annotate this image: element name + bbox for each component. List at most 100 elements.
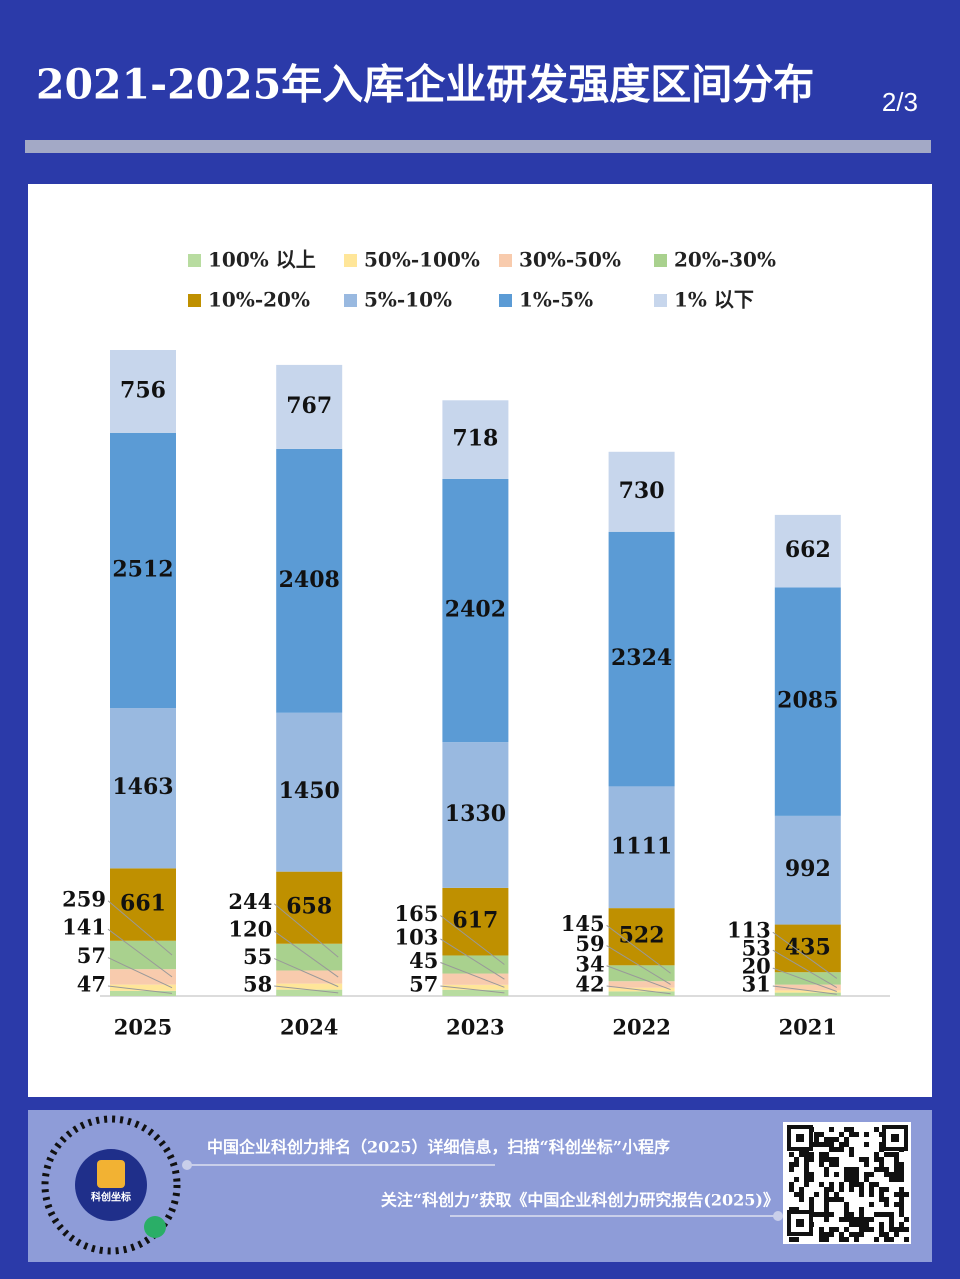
legend-swatch — [344, 254, 357, 267]
qr-cell — [839, 1187, 844, 1192]
data-label: 259 — [62, 886, 106, 911]
qr-cell — [799, 1152, 804, 1157]
qr-cell — [889, 1237, 894, 1242]
legend-swatch — [499, 294, 512, 307]
qr-cell — [889, 1212, 894, 1217]
data-label: 2085 — [777, 688, 838, 714]
qr-cell — [879, 1232, 884, 1237]
qr-cell — [814, 1142, 819, 1147]
qr-cell — [894, 1232, 899, 1237]
qr-cell — [899, 1172, 904, 1177]
qr-cell — [809, 1207, 814, 1212]
bar-segment — [276, 712, 343, 872]
qr-cell — [809, 1152, 814, 1157]
qr-cell — [879, 1142, 884, 1147]
data-label: 1111 — [611, 833, 672, 859]
qr-cell — [904, 1217, 909, 1222]
qr-cell — [849, 1152, 854, 1157]
qr-cell — [874, 1167, 879, 1172]
qr-finder — [796, 1219, 804, 1227]
qr-cell — [789, 1162, 794, 1167]
qr-cell — [789, 1187, 794, 1192]
qr-cell — [899, 1197, 904, 1202]
bar-segment — [276, 448, 343, 713]
data-label: 756 — [120, 377, 166, 403]
qr-cell — [854, 1132, 859, 1137]
qr-cell — [839, 1237, 844, 1242]
qr-cell — [864, 1172, 869, 1177]
qr-cell — [794, 1162, 799, 1167]
qr-cell — [844, 1202, 849, 1207]
data-label: 57 — [77, 943, 106, 968]
qr-cell — [894, 1152, 899, 1157]
data-label: 767 — [286, 393, 332, 419]
qr-cell — [794, 1177, 799, 1182]
qr-cell — [814, 1192, 819, 1197]
qr-cell — [884, 1202, 889, 1207]
qr-cell — [889, 1172, 894, 1177]
bar-segment — [608, 981, 675, 988]
bar-segment — [110, 984, 176, 991]
qr-cell — [859, 1222, 864, 1227]
qr-cell — [829, 1147, 834, 1152]
bar-segment — [774, 587, 841, 816]
leader-line — [606, 965, 671, 991]
qr-cell — [819, 1157, 824, 1162]
qr-cell — [829, 1197, 834, 1202]
qr-cell — [879, 1157, 884, 1162]
qr-cell — [884, 1237, 889, 1242]
qr-cell — [809, 1172, 814, 1177]
data-label: 992 — [785, 856, 831, 882]
qr-cell — [854, 1232, 859, 1237]
qr-cell — [874, 1182, 879, 1187]
qr-cell — [899, 1162, 904, 1167]
qr-cell — [789, 1167, 794, 1172]
qr-cell — [824, 1212, 829, 1217]
qr-cell — [834, 1162, 839, 1167]
bar-segment — [442, 973, 509, 985]
qr-cell — [869, 1172, 874, 1177]
bar-segment — [608, 531, 675, 787]
data-label: 658 — [286, 894, 332, 920]
bar-segment — [276, 943, 343, 971]
footer-dot — [773, 1211, 783, 1221]
qr-cell — [904, 1192, 909, 1197]
qr-cell — [859, 1157, 864, 1162]
qr-cell — [799, 1197, 804, 1202]
bar-segment — [774, 990, 841, 993]
data-label: 58 — [243, 972, 272, 997]
qr-cell — [809, 1197, 814, 1202]
leader-line — [440, 985, 505, 994]
qr-cell — [814, 1137, 819, 1142]
leader-line — [107, 985, 173, 994]
qr-cell — [894, 1192, 899, 1197]
qr-cell — [879, 1222, 884, 1227]
qr-cell — [864, 1227, 869, 1232]
qr-cell — [829, 1232, 834, 1237]
qr-cell — [859, 1212, 864, 1217]
qr-cell — [829, 1157, 834, 1162]
bar-segment — [442, 887, 509, 956]
bar-segment — [110, 432, 176, 709]
qr-cell — [869, 1187, 874, 1192]
qr-cell — [859, 1192, 864, 1197]
data-label: 718 — [452, 426, 498, 452]
qr-cell — [874, 1212, 879, 1217]
qr-cell — [814, 1132, 819, 1137]
qr-cell — [859, 1227, 864, 1232]
qr-cell — [889, 1177, 894, 1182]
data-label: 1330 — [445, 801, 506, 827]
qr-cell — [884, 1167, 889, 1172]
qr-cell — [804, 1152, 809, 1157]
qr-cell — [829, 1182, 834, 1187]
qr-cell — [824, 1157, 829, 1162]
legend-label: 1% 以下 — [674, 288, 754, 312]
qr-cell — [869, 1182, 874, 1187]
qr-cell — [859, 1187, 864, 1192]
qr-cell — [879, 1187, 884, 1192]
qr-cell — [849, 1222, 854, 1227]
qr-cell — [879, 1212, 884, 1217]
qr-cell — [879, 1192, 884, 1197]
qr-cell — [814, 1212, 819, 1217]
